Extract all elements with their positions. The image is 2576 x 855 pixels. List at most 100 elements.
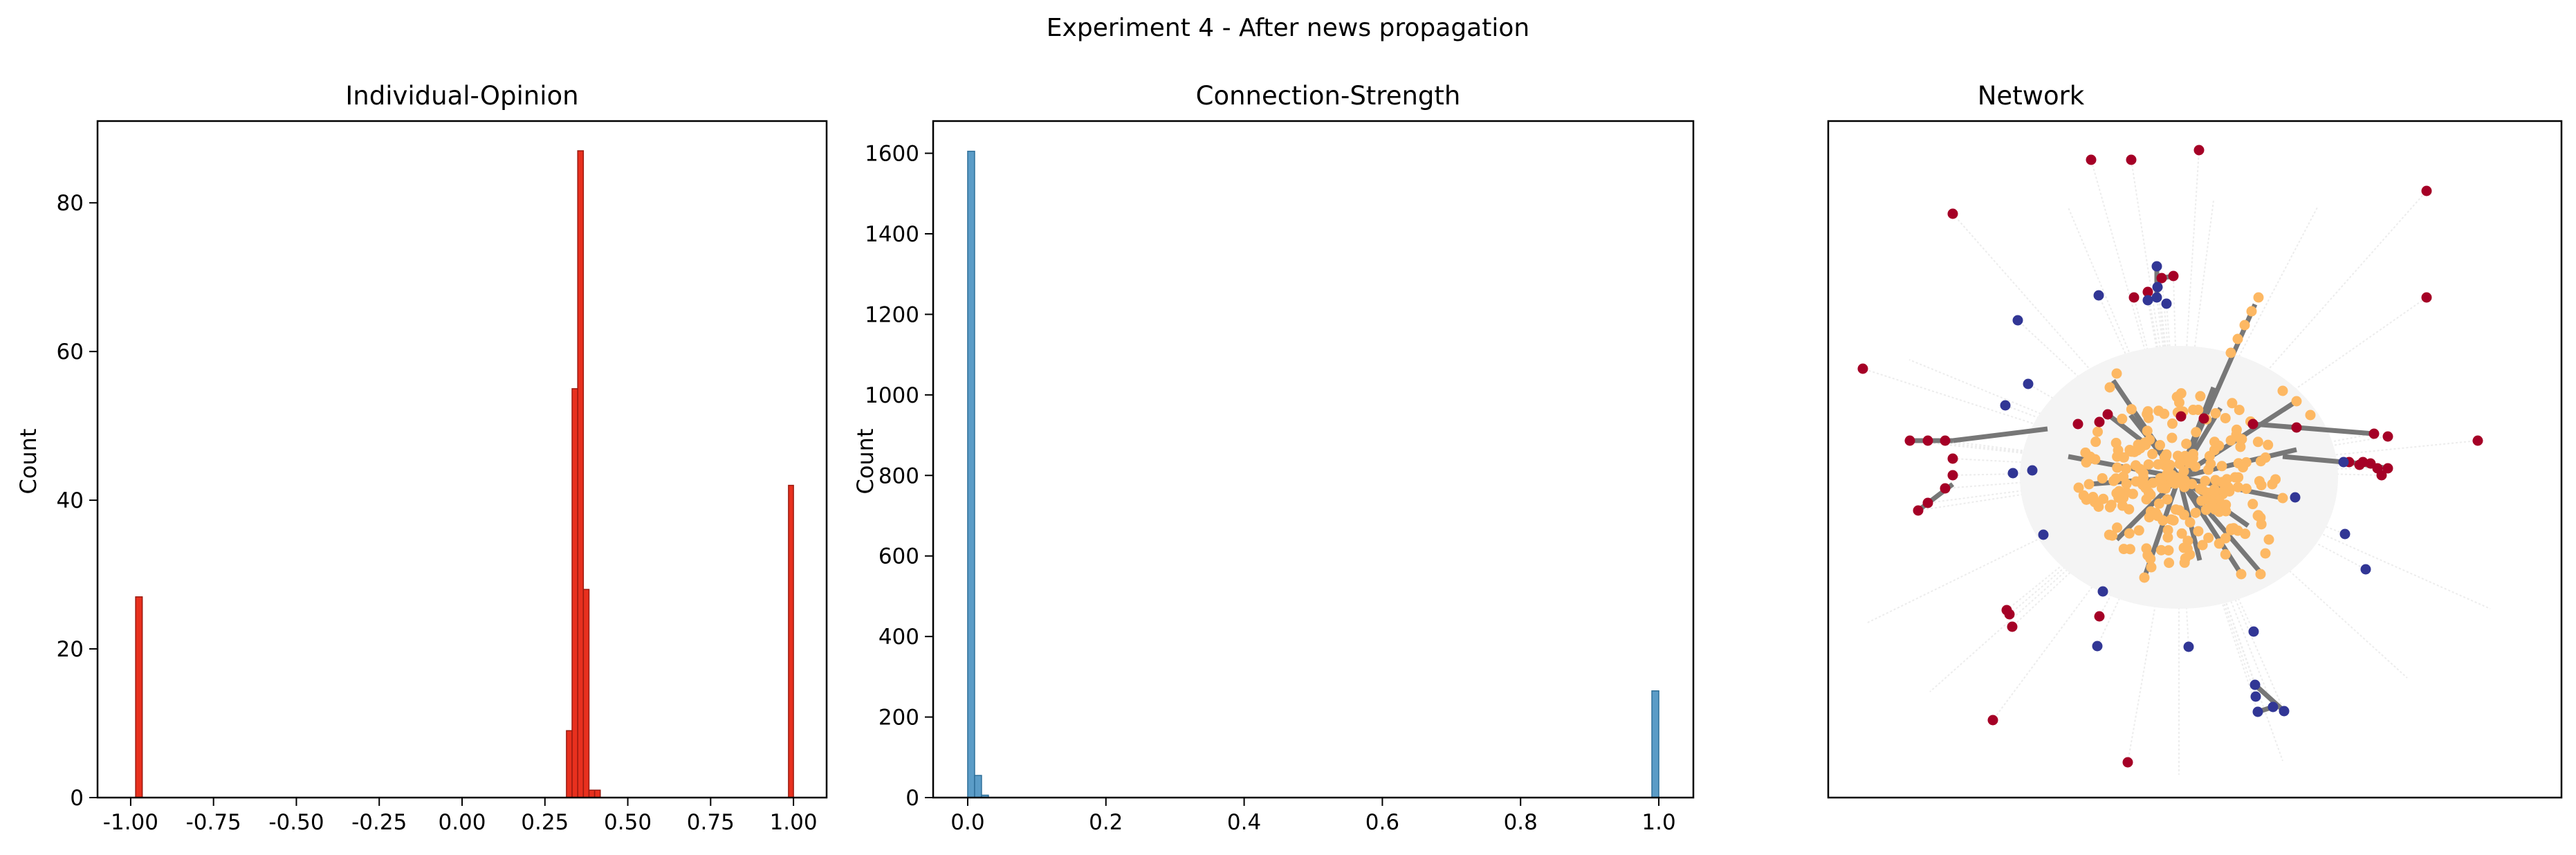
network-node-positive [2368,428,2380,439]
network-node-neutral [2196,483,2207,494]
network-node-negative [2007,468,2018,479]
network-node-positive [2001,605,2012,616]
network-node-neutral [2126,404,2137,415]
network-node-positive [2198,413,2209,424]
network-node-negative [2092,641,2103,652]
network-node-neutral [2092,426,2104,437]
network-node-neutral [2163,463,2174,475]
network-node-neutral [2209,445,2220,456]
network-node-neutral [2142,425,2153,436]
y-tick-label: 1600 [865,142,919,167]
network-node-neutral [2113,493,2124,504]
network-node-negative [2250,679,2261,690]
network-node-positive [2382,463,2393,474]
network-node-neutral [2255,456,2266,467]
network-node-negative [2267,701,2279,712]
network-node-positive [1857,363,1868,374]
network-weak-edge [1909,440,2180,471]
network-weak-edge [2017,320,2180,471]
network-node-positive [2354,459,2365,470]
histogram-bar [967,150,975,798]
network-node-negative [2279,706,2290,717]
network-node-neutral [2225,523,2236,534]
network-node-negative [2252,706,2263,717]
network-strong-edge [2296,425,2375,436]
network-node-positive [2102,409,2113,420]
network-node-positive [2421,185,2432,196]
network-node-positive [1913,505,1924,516]
network-node-neutral [2256,479,2267,490]
network-node-positive [2126,154,2137,165]
y-tick-label: 20 [57,637,84,662]
x-tick-label: 0.25 [521,810,569,835]
network-node-neutral [2164,558,2175,569]
network-node-neutral [2113,445,2124,456]
network-node-neutral [2166,514,2177,525]
network-node-neutral [2151,508,2162,519]
network-node-neutral [2200,504,2211,515]
network-node-neutral [2112,522,2123,533]
network-node-neutral [2153,459,2164,470]
x-tick-label: -0.50 [268,810,324,835]
network-node-neutral [2197,540,2208,551]
network-node-neutral [2260,548,2271,559]
x-tick-label: 0.0 [950,810,984,835]
opinion-histogram-panel: Individual-Opinion Count -1.00 -0.75 -0.50… [15,81,828,835]
network-node-negative [2000,400,2011,411]
network-node-neutral [2143,459,2154,470]
network-node-neutral [2124,528,2135,539]
network-node-neutral [2081,457,2092,468]
network-node-neutral [2162,524,2173,535]
network-node-neutral [2163,545,2174,556]
network-node-neutral [2073,482,2084,493]
network-strong-edge [2282,454,2344,465]
network-node-positive [2094,611,2105,622]
network-node-neutral [2252,436,2263,448]
network-node-neutral [2104,502,2115,513]
network-node-neutral [2253,510,2264,521]
network-node-negative [2038,529,2049,540]
network-strong-edge [1952,426,2048,443]
x-tick-label: -1.00 [103,810,158,835]
network-node-positive [2376,470,2387,481]
y-tick-label: 1200 [865,302,919,327]
network-node-negative [2012,315,2023,326]
network-node-neutral [2195,391,2206,402]
connection-histogram-panel: Connection-Strength Count 0.0 0.2 0.4 0.6 0.… [852,81,1695,835]
network-node-positive [2175,411,2187,422]
network-node-neutral [2117,414,2128,425]
x-tick-label: -0.25 [351,810,407,835]
network-node-neutral [2207,498,2218,509]
network-node-positive [1940,435,1951,446]
network-node-neutral [2142,409,2153,420]
network-node-neutral [2111,368,2122,379]
network-node-neutral [2234,405,2245,416]
network-node-neutral [2240,528,2251,540]
network-node-neutral [2158,515,2169,526]
network-node-neutral [2083,479,2095,490]
network-node-negative [2151,292,2162,303]
network-node-neutral [2263,439,2274,450]
x-tick-label: 1.0 [1641,810,1675,835]
network-node-neutral [2229,472,2241,483]
network-node-neutral [2118,544,2129,555]
network-weak-edge [1952,213,2180,471]
network-node-negative [2290,492,2301,503]
connection-histogram-title: Connection-Strength [1196,81,1461,111]
x-tick-label: -0.75 [186,810,241,835]
network-node-neutral [2210,475,2221,486]
y-tick-label: 600 [878,544,919,569]
network-node-positive [1922,435,1933,446]
y-tick-label: 0 [905,786,919,811]
network-node-neutral [2139,572,2150,583]
network-node-positive [2122,757,2133,768]
network-node-negative [2183,641,2194,652]
network-node-neutral [2145,553,2156,564]
network-node-neutral [2203,533,2214,544]
network-node-neutral [2187,448,2198,459]
network-node-negative [2152,282,2163,293]
network-node-positive [2086,154,2097,165]
network-node-positive [1987,715,1998,726]
network-node-negative [2093,290,2104,301]
network-node-neutral [2220,412,2231,423]
